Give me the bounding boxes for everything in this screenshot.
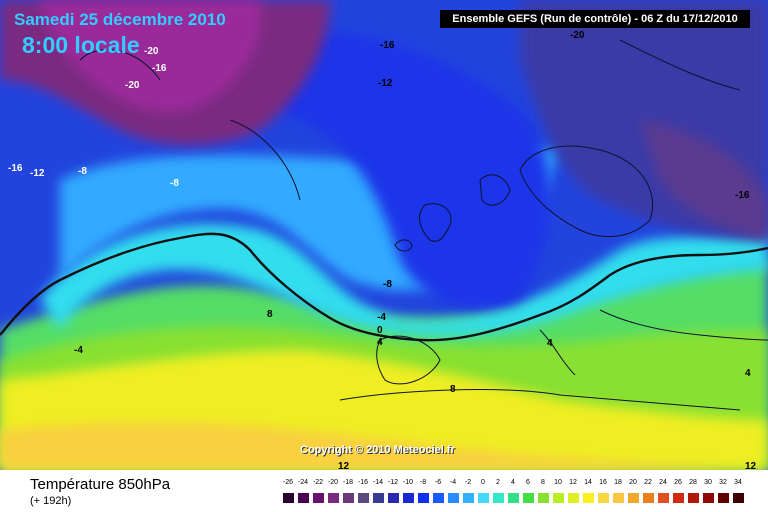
scale-swatch	[688, 493, 699, 503]
isotherm-label: -4	[74, 345, 83, 356]
legend-footer: Température 850hPa (+ 192h) -26 -24 -22 -20…	[0, 470, 768, 512]
forecast-date: Samedi 25 décembre 2010	[14, 10, 226, 29]
scale-swatch	[628, 493, 639, 503]
scale-tick-label: 30	[704, 479, 712, 486]
scale-swatch	[493, 493, 504, 503]
isotherm-label: 4	[745, 368, 751, 379]
scale-swatch	[388, 493, 399, 503]
scale-tick-label: 8	[541, 479, 545, 486]
scale-swatch	[583, 493, 594, 503]
isotherm-label: -20	[125, 80, 140, 91]
isotherm-label: -8	[170, 178, 179, 189]
map-svg	[0, 0, 768, 470]
scale-tick-label: 4	[511, 479, 515, 486]
scale-swatch	[733, 493, 744, 503]
isotherm-label: -16	[152, 63, 167, 74]
temperature-fill	[0, 0, 768, 470]
scale-swatch	[643, 493, 654, 503]
scale-swatch	[658, 493, 669, 503]
scale-swatch	[358, 493, 369, 503]
scale-tick-label: -14	[372, 479, 384, 486]
scale-tick-label: -18	[342, 479, 354, 486]
isotherm-label: 4	[547, 338, 553, 349]
scale-tick-label: -22	[312, 479, 324, 486]
isotherm-label: 12	[338, 461, 350, 470]
isotherm-label: 12	[745, 461, 757, 470]
scale-tick-label: -26	[282, 479, 294, 486]
copyright-notice: Copyright © 2010 Meteociel.fr	[300, 444, 455, 456]
scale-swatch	[508, 493, 519, 503]
scale-swatch	[478, 493, 489, 503]
forecast-time: 8:00 locale	[22, 32, 140, 58]
scale-swatch	[523, 493, 534, 503]
scale-tick-label: -8	[419, 479, 427, 486]
scale-swatch	[343, 493, 354, 503]
isotherm-label: -16	[380, 40, 395, 51]
scale-swatch	[463, 493, 474, 503]
isotherm-label: 0	[377, 325, 383, 336]
scale-swatch	[328, 493, 339, 503]
scale-tick-label: 6	[526, 479, 530, 486]
scale-tick-label: -20	[327, 479, 339, 486]
scale-tick-label: -24	[297, 479, 309, 486]
scale-swatch	[418, 493, 429, 503]
isotherm-label: -8	[78, 166, 87, 177]
field-title: Température 850hPa	[30, 476, 171, 493]
scale-swatch	[538, 493, 549, 503]
scale-tick-label: 24	[659, 479, 667, 486]
isotherm-label: 8	[267, 309, 273, 320]
scale-swatch	[673, 493, 684, 503]
scale-tick-label: 28	[689, 479, 697, 486]
scale-tick-label: -10	[402, 479, 414, 486]
scale-tick-label: 32	[719, 479, 727, 486]
scale-swatch	[433, 493, 444, 503]
scale-tick-label: 2	[496, 479, 500, 486]
scale-swatch	[283, 493, 294, 503]
scale-tick-label: -4	[449, 479, 457, 486]
isotherm-label: -8	[383, 279, 392, 290]
scale-tick-label: 0	[481, 479, 485, 486]
scale-swatch	[598, 493, 609, 503]
scale-tick-label: 10	[554, 479, 562, 486]
scale-swatch	[298, 493, 309, 503]
scale-tick-label: 18	[614, 479, 622, 486]
scale-swatch	[718, 493, 729, 503]
scale-swatch	[448, 493, 459, 503]
scale-tick-label: 12	[569, 479, 577, 486]
temperature-scale: -26 -24 -22 -20 -18 -16 -14 -12 -10 -8 -6 -4 -2 0 2 4 6 8…	[282, 474, 744, 508]
scale-tick-label: 26	[674, 479, 682, 486]
scale-tick-label: 20	[629, 479, 637, 486]
scale-tick-label: -6	[434, 479, 442, 486]
isotherm-label: 8	[450, 384, 456, 395]
scale-swatch	[613, 493, 624, 503]
scale-tick-label: 16	[599, 479, 607, 486]
scale-tick-label: 22	[644, 479, 652, 486]
isotherm-label: -12	[30, 168, 45, 179]
isotherm-label: -20	[144, 46, 159, 57]
isotherm-zero	[0, 232, 768, 342]
scale-swatch	[403, 493, 414, 503]
scale-tick-label: -2	[464, 479, 472, 486]
scale-swatch	[703, 493, 714, 503]
isotherm-label: -20	[570, 30, 585, 41]
run-info: Ensemble GEFS (Run de contrôle) - 06 Z d…	[440, 10, 750, 28]
isotherm-label: -4	[377, 312, 386, 323]
scale-swatch	[568, 493, 579, 503]
scale-swatch	[373, 493, 384, 503]
scale-tick-label: -12	[387, 479, 399, 486]
isotherm-label: -16	[8, 163, 23, 174]
scale-tick-label: -16	[357, 479, 369, 486]
scale-tick-label: 14	[584, 479, 592, 486]
forecast-offset: (+ 192h)	[30, 495, 72, 507]
isotherm-label: 4	[377, 337, 383, 348]
coastlines	[79, 39, 768, 411]
scale-tick-label: 34	[734, 479, 742, 486]
scale-swatch	[313, 493, 324, 503]
isotherm-label: -16	[735, 190, 750, 201]
scale-swatch	[553, 493, 564, 503]
temperature-map: Samedi 25 décembre 2010 8:00 locale Ense…	[0, 0, 768, 470]
isotherm-label: -12	[378, 78, 393, 89]
